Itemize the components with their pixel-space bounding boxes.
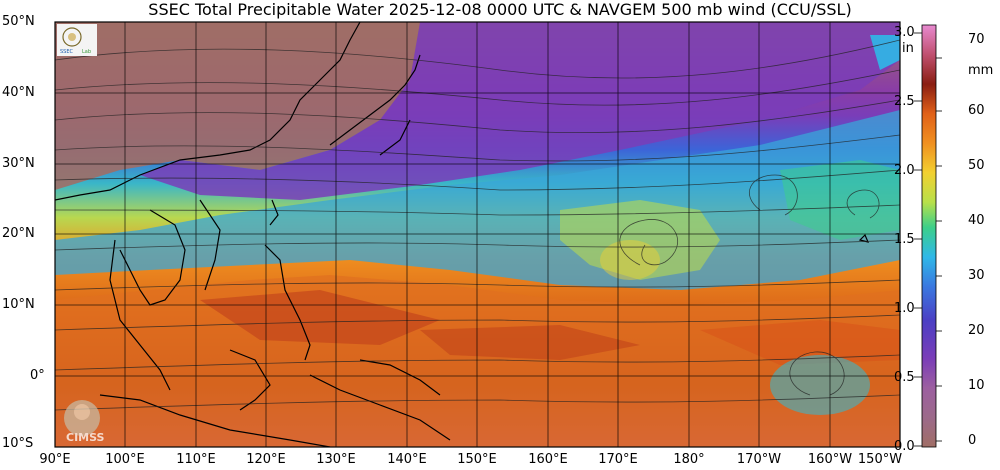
lon-label-160e: 160°E <box>528 452 568 467</box>
cb-unit-in: in <box>902 41 914 56</box>
lon-label-170w: 170°W <box>736 452 782 467</box>
lon-label-170e: 170°E <box>598 452 638 467</box>
cb-in-2-5: 2.5 <box>894 94 915 109</box>
cb-mm-0: 0 <box>968 433 977 448</box>
svg-text:Lab: Lab <box>82 49 91 55</box>
cb-mm-40: 40 <box>968 213 985 228</box>
lat-label-20n: 20°N <box>2 226 35 241</box>
cb-unit-mm: mm <box>968 63 994 78</box>
lon-label-180: 180° <box>673 452 705 467</box>
lat-label-40n: 40°N <box>2 85 35 100</box>
pw-field <box>55 22 900 447</box>
lon-label-100e: 100°E <box>105 452 145 467</box>
cb-in-0-5: 0.5 <box>894 370 915 385</box>
lon-label-150w: 150°W <box>857 452 903 467</box>
lon-label-140e: 140°E <box>387 452 427 467</box>
lon-label-130e: 130°E <box>316 452 356 467</box>
cb-in-3-0: 3.0 <box>894 25 915 40</box>
lat-label-30n: 30°N <box>2 156 35 171</box>
ssec-logo: SSEC Lab <box>57 24 97 56</box>
lon-label-110e: 110°E <box>176 452 216 467</box>
lat-label-50n: 50°N <box>2 14 35 29</box>
lon-label-90e: 90°E <box>39 452 71 467</box>
cb-mm-50: 50 <box>968 158 985 173</box>
wind-streamlines <box>55 39 900 411</box>
graticule <box>55 22 900 447</box>
lat-label-10s: 10°S <box>2 436 34 451</box>
lat-label-10n: 10°N <box>2 297 35 312</box>
map-title: SSEC Total Precipitable Water 2025-12-08… <box>148 0 852 19</box>
cb-mm-30: 30 <box>968 268 985 283</box>
cimss-logo: CIMSS <box>64 400 105 444</box>
cimss-text: CIMSS <box>66 431 105 444</box>
cb-mm-20: 20 <box>968 323 985 338</box>
coastlines <box>55 22 870 447</box>
cb-in-1-5: 1.5 <box>894 232 915 247</box>
map-frame <box>54 21 901 448</box>
svg-text:SSEC: SSEC <box>60 49 74 55</box>
cb-mm-70: 70 <box>968 32 985 47</box>
cb-in-2-0: 2.0 <box>894 163 915 178</box>
lon-label-150e: 150°E <box>457 452 497 467</box>
cb-mm-10: 10 <box>968 378 985 393</box>
cb-in-1-0: 1.0 <box>894 301 915 316</box>
cb-in-0-0: 0.0 <box>894 439 915 454</box>
lat-label-0: 0° <box>30 368 45 383</box>
colorbar <box>914 24 942 448</box>
lon-label-160w: 160°W <box>807 452 853 467</box>
lon-label-120e: 120°E <box>246 452 286 467</box>
cb-mm-60: 60 <box>968 103 985 118</box>
